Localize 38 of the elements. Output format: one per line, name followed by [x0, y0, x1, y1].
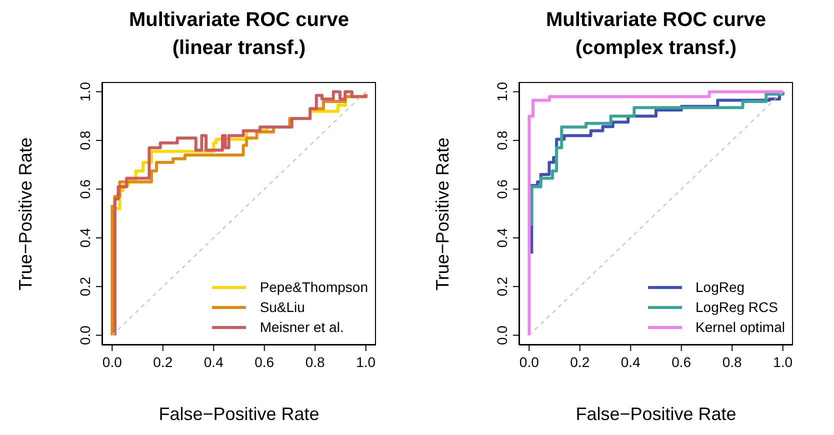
x-tick-label: 0.4 [620, 354, 641, 370]
x-tick-label: 0.8 [305, 354, 326, 370]
legend-label: Su&Liu [260, 298, 305, 317]
y-axis-title: True−Positive Rate [16, 137, 36, 290]
y-tick-label: 0.6 [494, 179, 510, 199]
legend-label: LogReg RCS [696, 298, 778, 317]
y-tick-label: 0.8 [77, 130, 93, 150]
y-tick-label: 0.2 [77, 276, 93, 296]
x-axis-title: False−Positive Rate [574, 404, 738, 425]
x-tick-label: 0.0 [519, 354, 540, 370]
legend-label: LogReg [696, 278, 745, 297]
y-axis-title: True−Positive Rate [432, 137, 454, 290]
y-tick-label: 0.2 [494, 276, 510, 296]
y-tick-label: 1.0 [77, 82, 93, 102]
x-axis-title: False−Positive Rate [158, 404, 320, 425]
legend-label: Meisner et al. [260, 318, 344, 337]
x-tick-label: 0.4 [204, 354, 224, 370]
y-tick-label: 0.0 [77, 325, 93, 345]
chart-subtitle: (complex transf.) [574, 36, 738, 61]
legend-label: Kernel optimal [696, 318, 785, 337]
x-tick-label: 0.2 [153, 354, 173, 370]
chart-subtitle: (linear transf.) [171, 36, 307, 61]
y-tick-label: 1.0 [494, 82, 510, 102]
x-tick-label: 0.6 [254, 354, 274, 370]
x-tick-label: 1.0 [356, 354, 376, 370]
chart-title: Multivariate ROC curve [544, 8, 768, 33]
x-tick-label: 0.0 [102, 354, 122, 370]
chart-title: Multivariate ROC curve [128, 8, 350, 33]
y-tick-label: 0.4 [77, 228, 93, 248]
y-tick-label: 0.6 [77, 179, 93, 199]
y-tick-label: 0.8 [494, 130, 510, 150]
legend-label: Pepe&Thompson [260, 278, 368, 297]
x-tick-label: 0.8 [722, 354, 742, 370]
x-tick-label: 0.6 [672, 354, 692, 370]
y-tick-label: 0.4 [494, 228, 510, 248]
x-tick-label: 0.2 [570, 354, 590, 370]
y-tick-label: 0.0 [494, 325, 510, 345]
x-tick-label: 1.0 [773, 354, 793, 370]
